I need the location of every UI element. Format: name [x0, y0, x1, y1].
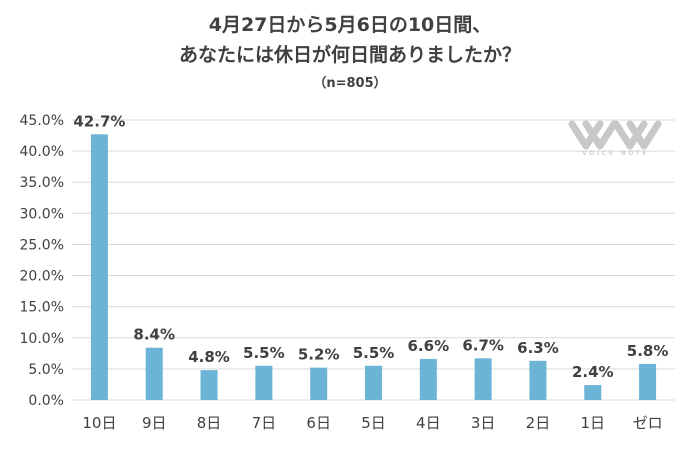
data-label: 6.6% [408, 337, 450, 355]
chart-subtitle: （n=805） [313, 76, 387, 91]
y-tick-label: 10.0% [20, 331, 64, 347]
data-label: 8.4% [133, 326, 175, 344]
data-label: 2.4% [572, 363, 614, 381]
x-tick-label: 6日 [306, 414, 331, 432]
data-label: 42.7% [73, 112, 125, 130]
data-label: 5.2% [298, 346, 340, 364]
data-label: 6.3% [517, 339, 559, 357]
y-tick-label: 0.0% [28, 393, 64, 409]
chart-title-line-1: 4月27日から5月6日の10日間、 [208, 14, 492, 36]
data-label: 5.5% [353, 344, 395, 362]
bar [419, 358, 437, 400]
x-tick-label: 7日 [252, 414, 277, 432]
y-tick-label: 40.0% [20, 144, 64, 160]
bar [90, 134, 108, 401]
bar [639, 363, 657, 400]
data-label: 5.8% [627, 342, 669, 360]
x-tick-label: 8日 [197, 414, 222, 432]
data-label: 5.5% [243, 344, 285, 362]
bar [365, 365, 382, 400]
bar [474, 358, 492, 400]
data-label: 6.7% [462, 336, 504, 354]
y-tick-label: 35.0% [20, 175, 64, 191]
y-tick-label: 20.0% [20, 269, 64, 285]
x-tick-label: 9日 [142, 414, 167, 432]
x-tick-label: 5日 [361, 414, 386, 432]
x-tick-label: 10日 [82, 414, 116, 432]
watermark-text: VOICE NOTE [582, 150, 650, 157]
bar [145, 347, 163, 400]
bar [584, 385, 602, 400]
y-tick-label: 30.0% [20, 206, 64, 222]
y-tick-label: 5.0% [28, 362, 64, 378]
bar [529, 360, 547, 400]
y-tick-label: 15.0% [20, 300, 64, 316]
x-tick-label: ゼロ [633, 414, 663, 432]
bar [255, 365, 273, 400]
chart-title-line-2: あなたには休日が何日間ありましたか？ [178, 44, 521, 66]
x-tick-label: 3日 [471, 414, 496, 432]
x-tick-label: 1日 [580, 414, 605, 432]
y-tick-label: 45.0% [20, 113, 64, 129]
x-tick-label: 2日 [526, 414, 551, 432]
voice-note-logo-icon [568, 120, 662, 150]
bar [310, 367, 328, 400]
data-label: 4.8% [188, 348, 230, 366]
bar [200, 370, 218, 400]
x-tick-label: 4日 [416, 414, 441, 432]
y-tick-label: 25.0% [20, 237, 64, 253]
